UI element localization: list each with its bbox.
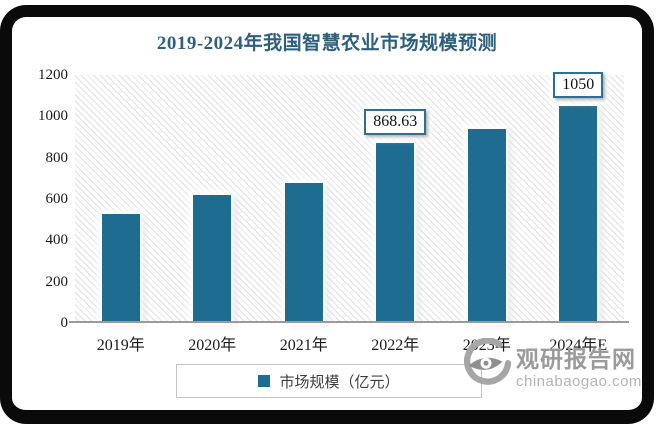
legend: 市场规模（亿元） xyxy=(176,364,482,398)
x-axis-label: 2019年 xyxy=(96,337,145,354)
bar-2021年 xyxy=(284,183,323,323)
y-tick-label: 200 xyxy=(45,273,69,290)
chart-title: 2019-2024年我国智慧农业市场规模预测 xyxy=(156,33,498,54)
x-axis-label: 2022年 xyxy=(371,337,420,354)
eye-logo xyxy=(464,338,512,385)
y-tick-label: 800 xyxy=(45,149,69,166)
legend-label: 市场规模（亿元） xyxy=(279,373,400,391)
plot-area: 868.63 1050 xyxy=(75,72,624,323)
y-tick-label: 400 xyxy=(45,232,69,249)
data-label: 868.63 xyxy=(364,109,427,135)
bar-2020年 xyxy=(193,195,232,323)
watermark-name: 观研报告网 xyxy=(516,346,636,372)
y-tick-label: 600 xyxy=(45,191,69,207)
watermark: 观研报告网 chinabaogao.com xyxy=(458,338,642,390)
bar-2023年 xyxy=(467,129,506,323)
watermark-domain: chinabaogao.com xyxy=(516,373,642,390)
data-label: 1050 xyxy=(553,72,604,98)
legend-swatch xyxy=(258,375,271,387)
x-axis-label: 2020年 xyxy=(188,337,237,354)
x-axis: 2019年 2020年 2021年 2022年 2023年 2024年E xyxy=(75,331,624,355)
watermark-text: 观研报告网 chinabaogao.com xyxy=(516,347,642,390)
x-axis-label: 2021年 xyxy=(279,337,328,354)
y-tick-label: 1200 xyxy=(38,67,68,83)
y-tick-label: 1000 xyxy=(38,108,68,125)
x-axis-line xyxy=(69,321,629,323)
bar-2019年 xyxy=(101,214,140,323)
y-tick-label: 0 xyxy=(60,315,69,331)
x-axis-label: 2024年E xyxy=(549,337,608,354)
y-axis: 0 200 400 600 800 1000 1200 xyxy=(12,17,68,410)
chart-card: 2019-2024年我国智慧农业市场规模预测 0 200 400 600 800 1000… xyxy=(0,5,654,424)
bar-2024年E xyxy=(559,106,598,323)
bar-2022年 xyxy=(376,143,415,323)
